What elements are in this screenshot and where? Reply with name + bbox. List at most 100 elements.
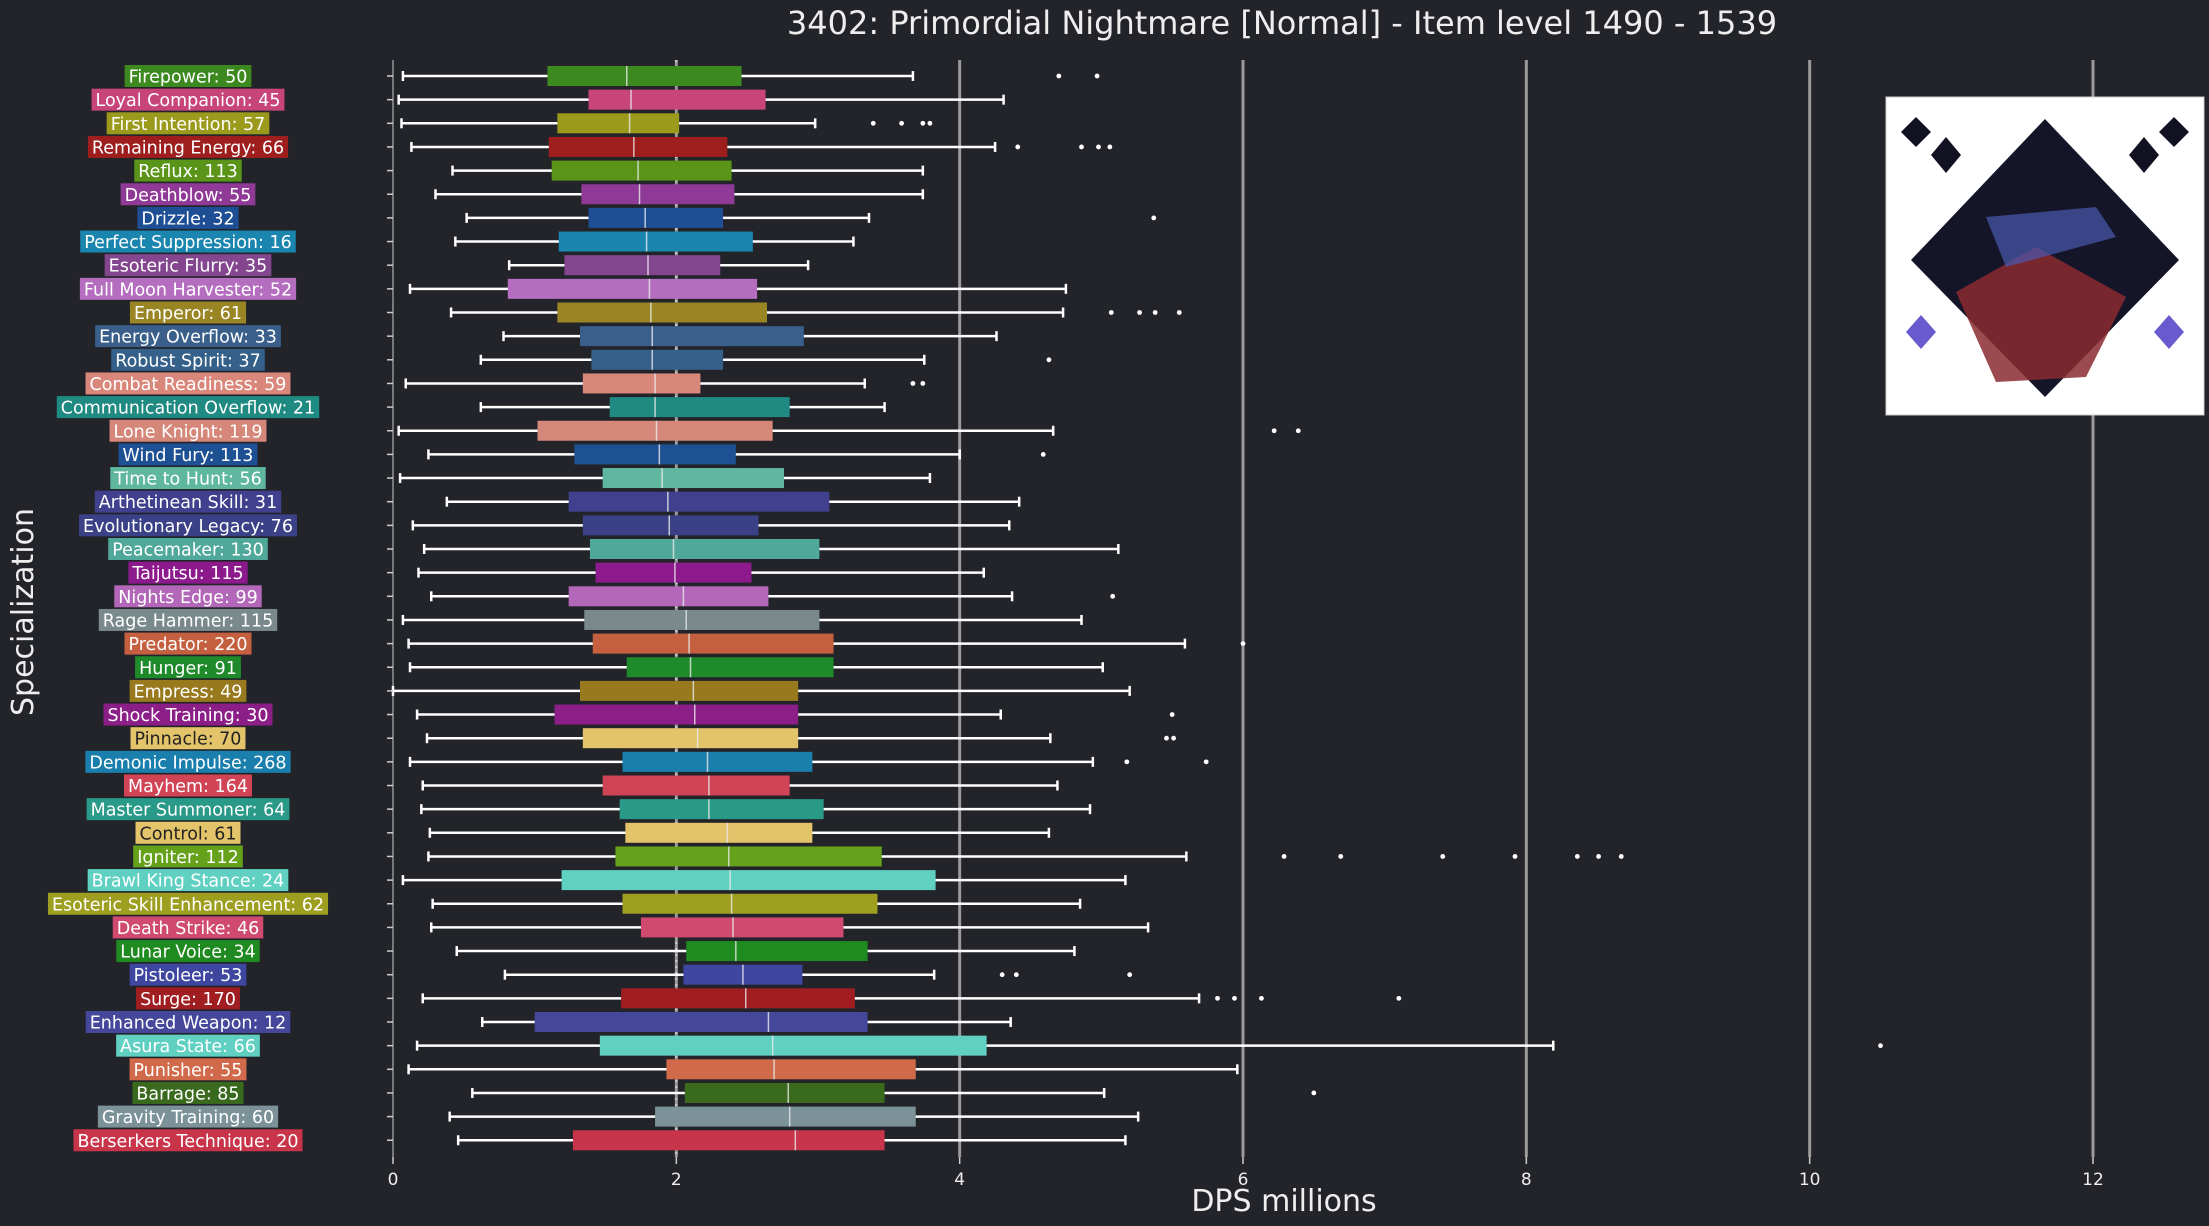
spec-label-background <box>103 703 273 726</box>
outlier-point <box>1338 854 1344 859</box>
spec-label-background <box>85 750 291 773</box>
portrait-right-gem <box>2154 315 2184 349</box>
iqr-box <box>582 728 799 749</box>
spec-label-text: Combat Readiness: 59 <box>90 375 287 395</box>
spec-label-background <box>116 1034 260 1057</box>
outlier-point <box>910 381 916 386</box>
spec-label-background <box>129 679 247 702</box>
outlier-point <box>1040 452 1046 457</box>
spec-label: Death Strike: 46 <box>112 916 264 939</box>
spec-label: Wind Fury: 113 <box>118 443 258 466</box>
spec-label-background <box>87 135 289 158</box>
boss-portrait <box>1885 96 2205 416</box>
spec-label: Lone Knight: 119 <box>109 419 267 442</box>
x-tick-label: 12 <box>2082 1170 2104 1190</box>
box-group <box>387 941 1076 962</box>
outlier-point <box>1596 854 1601 859</box>
spec-label: First Intention: 57 <box>106 112 270 135</box>
box-group <box>387 1035 1883 1056</box>
spec-label-background <box>112 916 264 939</box>
box-group <box>387 539 1120 559</box>
box-group <box>387 349 1052 370</box>
spec-label: Rage Hammer: 115 <box>98 608 278 631</box>
spec-label-text: Master Summoner: 64 <box>91 801 286 821</box>
spec-label-background <box>85 372 291 395</box>
box-group <box>387 136 1113 157</box>
spec-label-background <box>133 845 243 868</box>
spec-label: Berserkers Technique: 20 <box>73 1129 303 1152</box>
portrait-red-core <box>1956 247 2126 382</box>
spec-label: Deathblow: 55 <box>120 183 256 206</box>
box-group <box>387 515 1011 536</box>
spec-label-text: Lone Knight: 119 <box>114 422 263 442</box>
box-group <box>387 326 998 347</box>
spec-label-text: Hunger: 91 <box>139 659 237 679</box>
spec-label-text: Barrage: 85 <box>136 1084 239 1104</box>
spec-label: Mayhem: 164 <box>124 774 252 797</box>
spec-label-background <box>124 632 252 655</box>
spec-label-text: Empress: 49 <box>134 682 243 702</box>
iqr-box <box>557 302 767 323</box>
x-tick-label: 10 <box>1799 1170 1821 1190</box>
box-group <box>387 988 1402 1009</box>
iqr-box <box>666 1059 916 1080</box>
spec-label-text: Igniter: 112 <box>137 848 239 868</box>
box-group <box>387 1012 1012 1032</box>
iqr-box <box>557 113 680 134</box>
spec-label-text: Reflux: 113 <box>138 162 237 182</box>
spec-label-background <box>137 206 239 229</box>
outlier-point <box>999 972 1005 978</box>
spec-label-text: Peacemaker: 130 <box>112 541 264 561</box>
iqr-box <box>602 468 784 489</box>
plot-area: 0 2 4 6 8 10 12 <box>387 60 2104 1190</box>
spec-label-background <box>128 561 248 584</box>
spec-label: Enhanced Weapon: 12 <box>85 1011 291 1034</box>
spec-label-text: Loyal Companion: 45 <box>96 91 281 111</box>
iqr-box <box>554 704 799 725</box>
spec-label-background <box>120 183 256 206</box>
iqr-box <box>561 870 936 891</box>
spec-label: Communication Overflow: 21 <box>56 396 320 419</box>
iqr-box <box>588 207 724 228</box>
spec-label-background <box>129 963 247 986</box>
box-group <box>387 420 1301 441</box>
spec-label-background <box>104 254 272 277</box>
spec-label-text: Esoteric Skill Enhancement: 62 <box>52 895 324 915</box>
box-group <box>387 680 1131 701</box>
outlier-point <box>1240 641 1246 646</box>
outlier-point <box>1152 310 1158 315</box>
chart-title: 3402: Primordial Nightmare [Normal] - It… <box>787 4 1777 42</box>
iqr-box <box>615 846 882 867</box>
spec-label-background <box>124 774 252 797</box>
iqr-box <box>622 751 813 772</box>
spec-label: Barrage: 85 <box>132 1081 244 1104</box>
spec-label-background <box>136 987 240 1010</box>
box-group <box>387 184 925 205</box>
spec-label-text: Taijutsu: 115 <box>131 564 243 584</box>
iqr-box <box>534 1012 868 1032</box>
spec-label: Hunger: 91 <box>135 656 241 679</box>
outlier-point <box>1107 144 1113 150</box>
spec-label-background <box>116 940 260 963</box>
spec-label: Lunar Voice: 34 <box>116 940 260 963</box>
spec-label-background <box>79 277 297 300</box>
box-group <box>387 302 1182 323</box>
spec-label-text: Pistoleer: 53 <box>134 966 243 986</box>
iqr-box <box>568 491 830 512</box>
portrait-right-diamond-1 <box>2159 117 2189 147</box>
box-group <box>387 633 1246 654</box>
spec-label-text: Gravity Training: 60 <box>102 1108 274 1128</box>
spec-label: Energy Overflow: 33 <box>95 325 281 348</box>
spec-label-background <box>56 396 320 419</box>
spec-label-text: Rage Hammer: 115 <box>103 611 273 631</box>
spec-label-text: Death Strike: 46 <box>117 919 260 939</box>
spec-label-background <box>94 490 282 513</box>
spec-label-text: Predator: 220 <box>129 635 248 655</box>
spec-label-text: Mayhem: 164 <box>128 777 248 797</box>
spec-label: Pinnacle: 70 <box>130 727 246 750</box>
spec-label-text: Nights Edge: 99 <box>118 588 257 608</box>
spec-label-background <box>124 65 252 87</box>
outlier-point <box>920 381 926 386</box>
spec-label-background <box>135 821 241 844</box>
spec-label-background <box>114 585 262 608</box>
